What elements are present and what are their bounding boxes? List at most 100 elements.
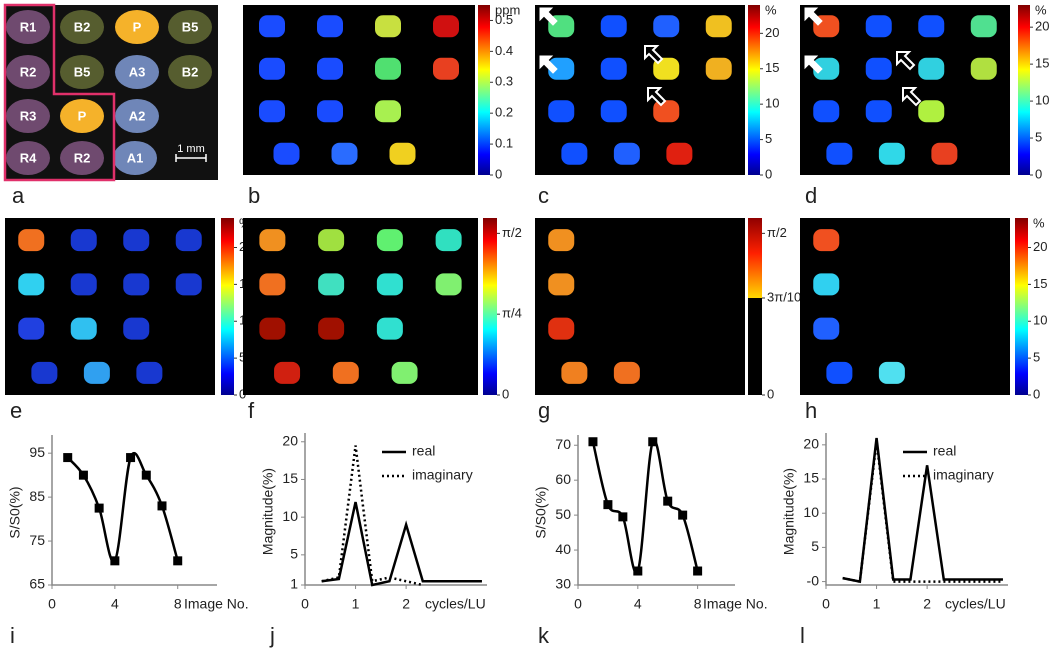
map-blob <box>600 57 627 80</box>
map-blob <box>931 142 958 165</box>
y-tick-label: 85 <box>29 488 45 504</box>
map-blob <box>376 229 403 252</box>
legend-label: imaginary <box>933 467 994 483</box>
y-tick-label: 10 <box>803 504 819 520</box>
map-blob <box>813 100 840 123</box>
phantom-vial <box>6 10 50 44</box>
map-blob <box>31 361 58 384</box>
x-tick-label: 2 <box>402 596 410 612</box>
map-blob <box>175 273 202 296</box>
map-blob <box>273 142 300 165</box>
vial-label: R2 <box>20 64 37 79</box>
map-blob <box>259 273 286 296</box>
y-tick-label: 40 <box>555 541 571 557</box>
vial-label: A2 <box>129 108 146 123</box>
marker <box>618 512 628 522</box>
map-blob <box>653 15 680 38</box>
phantom-vial <box>168 10 212 44</box>
map-blob <box>865 57 892 80</box>
map-blob <box>18 273 45 296</box>
map-blob <box>259 317 286 340</box>
colorbar-tick-label: 10 <box>765 96 779 111</box>
legend-label: real <box>933 443 956 459</box>
marker <box>157 501 167 511</box>
colorbar-tick-label: 10 <box>1033 313 1047 328</box>
map-blob <box>18 229 45 252</box>
map-blob <box>600 15 627 38</box>
x-tick-label: 8 <box>174 596 182 612</box>
marker <box>588 437 598 447</box>
map-blob <box>548 229 575 252</box>
phantom-vial <box>113 141 157 175</box>
marker <box>110 556 120 566</box>
panel-label: h <box>805 398 817 423</box>
y-tick-label: 30 <box>555 576 571 592</box>
colorbar-tick-label: 0.4 <box>495 43 513 58</box>
map-blob <box>70 273 97 296</box>
map-blob <box>274 361 301 384</box>
map-blob <box>548 57 575 80</box>
colorbar-unit: % <box>1033 215 1045 230</box>
axes <box>825 433 1008 586</box>
map-blob <box>813 57 840 80</box>
y-tick-label: 60 <box>555 471 571 487</box>
phantom-vial <box>6 141 50 175</box>
colorbar-tick-label: 15 <box>1033 276 1047 291</box>
vial-label: B2 <box>74 19 91 34</box>
y-axis-label: S/S0(%) <box>7 486 23 538</box>
panel-label: e <box>10 398 22 423</box>
map-blob <box>376 273 403 296</box>
highlight-outline <box>3 3 116 182</box>
colorbar-tick-label: 15 <box>1035 56 1049 71</box>
map-blob <box>123 273 150 296</box>
x-tick-label: 1 <box>873 596 881 612</box>
map-blob <box>435 229 462 252</box>
map-blob <box>18 317 45 340</box>
scale-bar <box>175 154 207 162</box>
x-tick-label: 4 <box>634 596 642 612</box>
panel-label: a <box>12 183 25 208</box>
y-tick-label: 1 <box>290 576 298 592</box>
map-blob <box>918 57 945 80</box>
colorbar-tick-label: 20 <box>765 25 779 40</box>
map-blob <box>666 142 693 165</box>
map-blob <box>259 57 285 80</box>
x-tick-label: 2 <box>923 596 931 612</box>
phantom-vial <box>6 55 50 89</box>
y-tick-label: 15 <box>282 470 298 486</box>
map-blob <box>435 273 462 296</box>
map-blob <box>548 273 575 296</box>
map-blob <box>259 229 286 252</box>
colorbar <box>483 218 497 395</box>
colorbar-tick-label: 0 <box>1033 386 1040 401</box>
colorbar-tick-label: 0 <box>767 386 774 401</box>
colorbar <box>748 5 760 175</box>
map-blob <box>123 229 150 252</box>
colorbar-unit: ppm <box>495 2 520 17</box>
vial-label: P <box>133 19 142 34</box>
phantom-vial <box>6 99 50 133</box>
colorbar-tick-label: 5 <box>239 350 246 365</box>
arrow <box>644 45 664 65</box>
vial-label: B5 <box>182 19 199 34</box>
colorbar-tick-label: 5 <box>765 131 772 146</box>
map-blob <box>331 142 358 165</box>
marker <box>78 470 88 480</box>
colorbar-tick-label: 5 <box>1033 350 1040 365</box>
arrow <box>539 7 558 26</box>
marker <box>633 566 643 576</box>
colorbar-unit: % <box>1035 2 1047 17</box>
map-blob <box>600 100 627 123</box>
marker <box>603 500 613 510</box>
map-blob <box>970 57 997 80</box>
arrow <box>647 87 667 107</box>
y-tick-label: 70 <box>555 436 571 452</box>
marker <box>173 556 183 566</box>
map-blob <box>317 15 343 38</box>
map-blob <box>175 229 202 252</box>
colorbar-tick-label: 20 <box>1035 19 1049 34</box>
map-blob <box>826 361 853 384</box>
colorbar <box>748 218 762 395</box>
vial-label: B2 <box>182 64 199 79</box>
colorbar <box>478 5 490 175</box>
